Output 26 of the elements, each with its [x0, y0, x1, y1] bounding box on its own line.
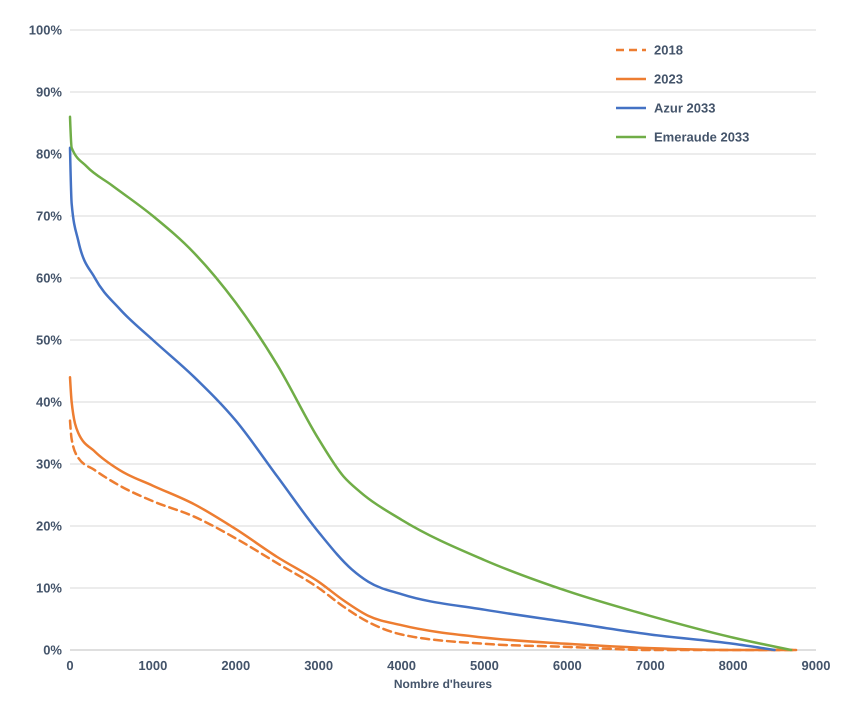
y-tick-label: 30%	[36, 456, 62, 472]
legend-label: Emeraude 2033	[654, 130, 750, 145]
y-tick-label: 20%	[36, 518, 62, 534]
y-tick-label: 100%	[28, 22, 62, 38]
legend-label: Azur 2033	[654, 100, 716, 116]
x-tick-label: 2000	[221, 658, 250, 673]
x-tick-label: 0	[66, 658, 74, 673]
y-tick-label: 80%	[36, 146, 62, 162]
x-tick-label: 4000	[387, 658, 416, 673]
y-tick-label: 0%	[43, 642, 62, 658]
y-tick-label: 60%	[36, 270, 62, 286]
y-tick-label: 90%	[36, 84, 62, 100]
y-tick-label: 40%	[36, 394, 62, 410]
legend-label: 2023	[654, 72, 683, 87]
y-tick-label: 70%	[36, 208, 62, 224]
x-axis-title: Nombre d'heures	[394, 677, 492, 691]
x-tick-label: 8000	[718, 658, 748, 673]
x-tick-label: 9000	[802, 658, 830, 673]
legend-label: 2018	[654, 42, 683, 58]
x-tick-label: 7000	[636, 658, 665, 673]
x-tick-label: 6000	[552, 658, 582, 673]
x-tick-label: 1000	[138, 658, 168, 673]
y-tick-label: 10%	[36, 580, 62, 596]
y-tick-label: 50%	[36, 332, 62, 348]
x-tick-label: 5000	[470, 658, 499, 673]
x-tick-label: 3000	[304, 658, 334, 673]
